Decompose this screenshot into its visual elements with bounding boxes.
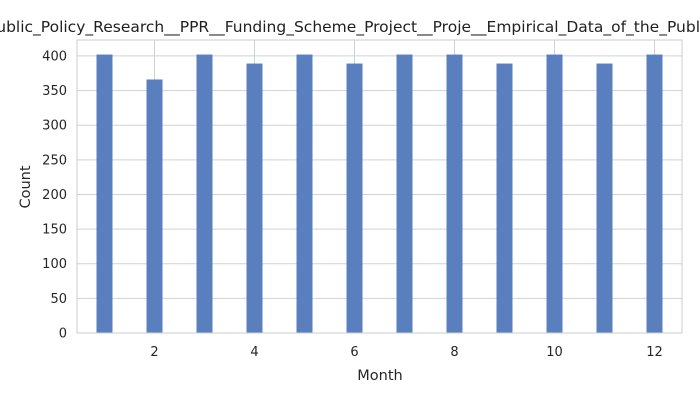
y-tick-labels: 0 50 100 150 200 250 300 350 400 — [42, 49, 67, 341]
bar-month-7 — [396, 54, 413, 333]
bar-month-3 — [196, 54, 213, 333]
bar-month-4 — [246, 63, 263, 333]
y-tick-label: 300 — [42, 119, 67, 134]
y-axis-label: Count — [18, 165, 34, 208]
y-tick-label: 50 — [50, 292, 67, 307]
bar-month-10 — [546, 54, 563, 333]
y-tick-label: 0 — [59, 327, 67, 342]
bar-month-12 — [646, 54, 663, 333]
y-tick-label: 250 — [42, 153, 67, 168]
y-tick-label: 100 — [42, 257, 67, 272]
y-tick-label: 400 — [42, 49, 67, 64]
bar-month-2 — [146, 79, 163, 333]
bar-month-11 — [596, 63, 613, 333]
grid-lines — [77, 40, 682, 334]
bar-month-1 — [96, 54, 113, 333]
bars — [96, 54, 663, 333]
bar-month-9 — [496, 63, 513, 333]
bar-month-8 — [446, 54, 463, 333]
plot-frame — [76, 39, 683, 334]
x-tick-label: 2 — [150, 345, 158, 360]
x-axis-label: Month — [357, 368, 402, 384]
x-tick-label: 10 — [546, 345, 563, 360]
x-tick-label: 8 — [450, 345, 458, 360]
chart-title: Public_Policy_Research__PPR__Funding_Sch… — [0, 18, 700, 37]
x-tick-label: 12 — [646, 345, 663, 360]
x-tick-labels: 2 4 6 8 10 12 — [150, 345, 662, 360]
x-tick-label: 4 — [250, 345, 258, 360]
bar-month-6 — [346, 63, 363, 333]
x-tick-label: 6 — [350, 345, 358, 360]
y-tick-label: 350 — [42, 84, 67, 99]
bar-month-5 — [296, 54, 313, 333]
y-tick-label: 150 — [42, 223, 67, 238]
y-tick-label: 200 — [42, 188, 67, 203]
